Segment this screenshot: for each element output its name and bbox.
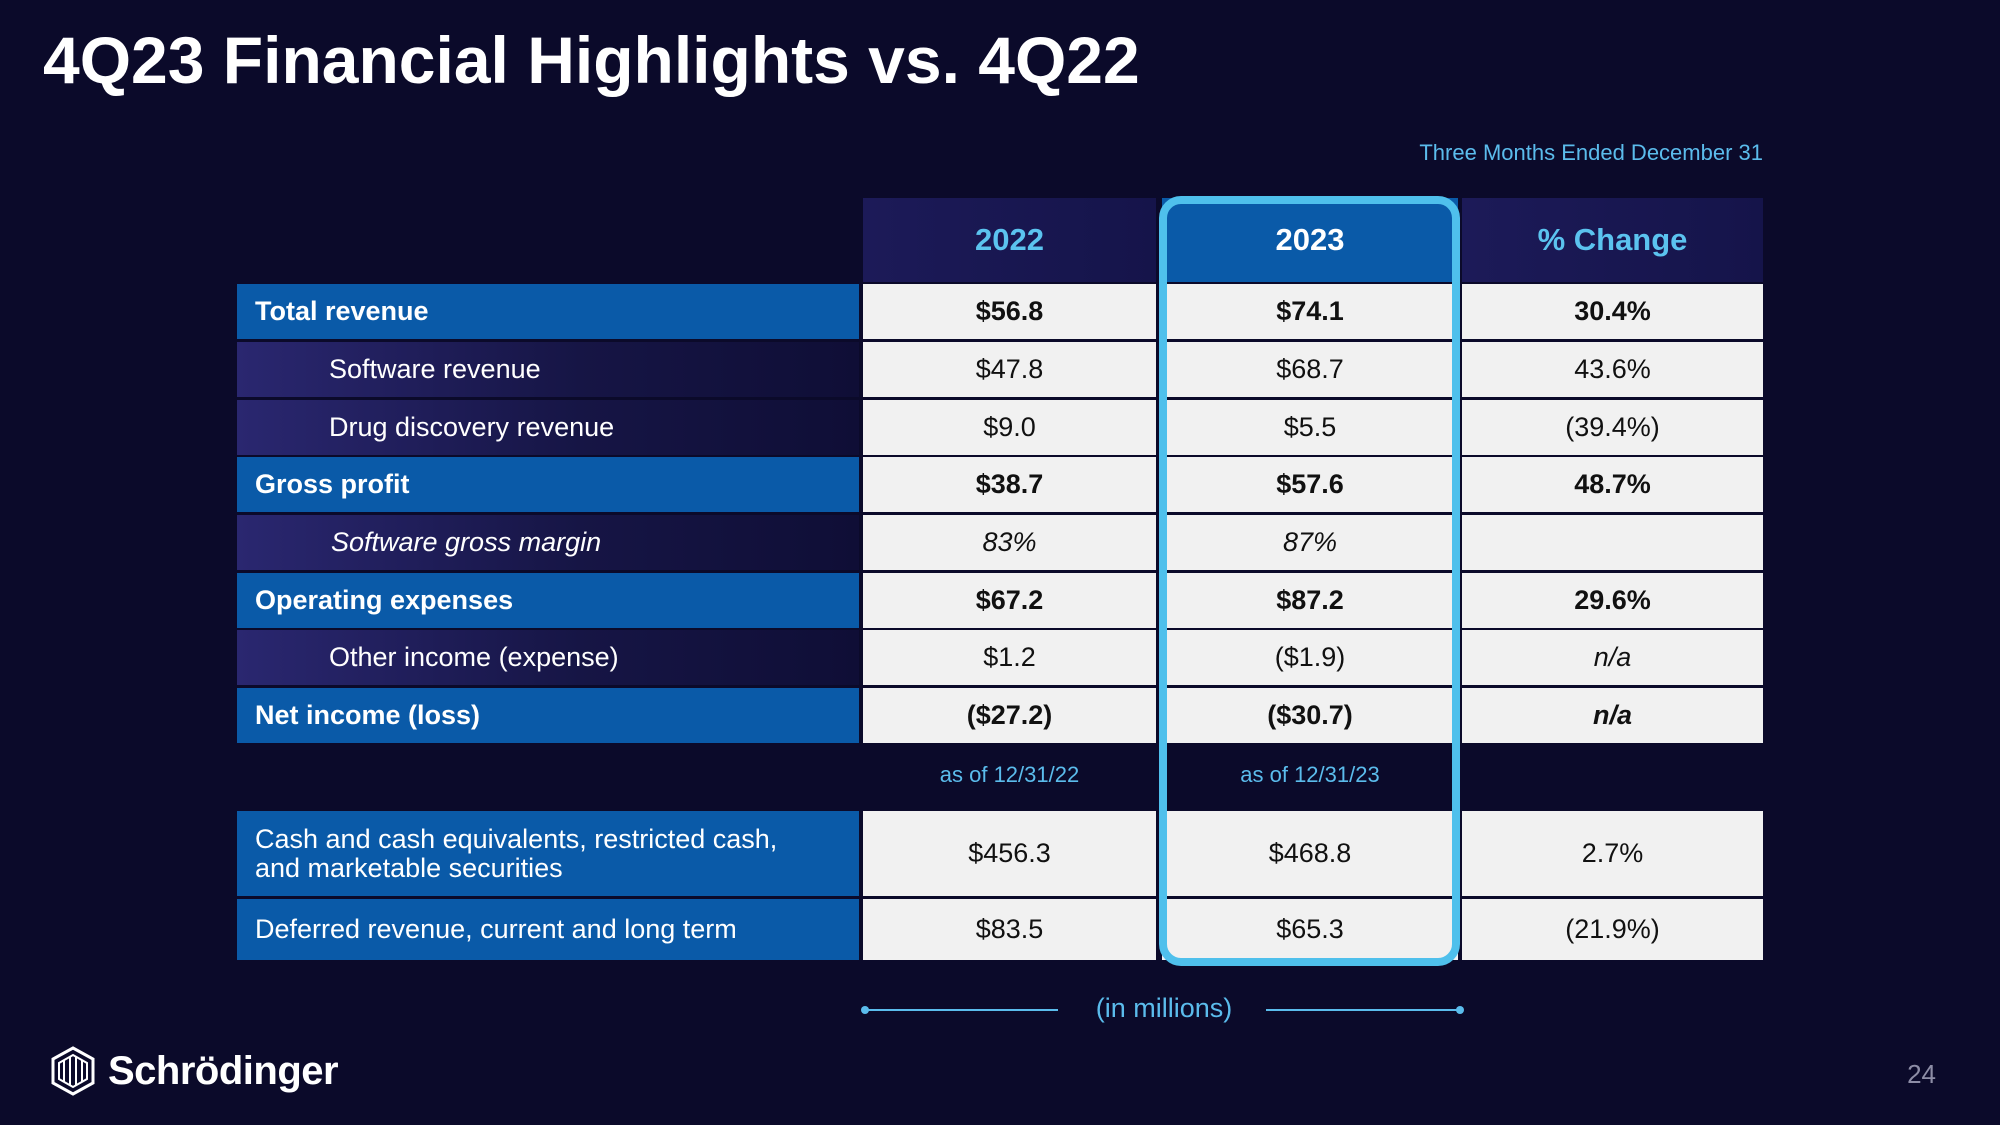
cell-change: 29.6% <box>1462 573 1763 628</box>
column-header-2022: 2022 <box>863 198 1156 282</box>
cell-2023: $74.1 <box>1162 284 1458 339</box>
cell-change: 43.6% <box>1462 342 1763 397</box>
cell-2023: $57.6 <box>1162 457 1458 512</box>
schrodinger-logo-icon <box>50 1046 96 1096</box>
table-row-software-revenue: Software revenue $47.8 $68.7 43.6% <box>237 342 1763 397</box>
cell-2022: $83.5 <box>863 899 1156 960</box>
cell-2022: $9.0 <box>863 400 1156 455</box>
cell-2023: $468.8 <box>1162 811 1458 896</box>
column-header-2023: 2023 <box>1162 198 1458 282</box>
cell-2022: $38.7 <box>863 457 1156 512</box>
slide-title: 4Q23 Financial Highlights vs. 4Q22 <box>43 22 1140 98</box>
cell-2022: 83% <box>863 515 1156 570</box>
row-label-line2: and marketable securities <box>255 854 777 883</box>
cell-2023: $5.5 <box>1162 400 1458 455</box>
table-row-cash: Cash and cash equivalents, restricted ca… <box>237 811 1763 896</box>
units-line-right <box>1266 1009 1460 1011</box>
table-row-net-income: Net income (loss) ($27.2) ($30.7) n/a <box>237 688 1763 743</box>
table-row-other-income: Other income (expense) $1.2 ($1.9) n/a <box>237 630 1763 685</box>
cell-change: n/a <box>1462 630 1763 685</box>
logo-text: Schrödinger <box>108 1049 338 1094</box>
period-label: Three Months Ended December 31 <box>1419 140 1763 166</box>
row-label: Cash and cash equivalents, restricted ca… <box>237 811 859 896</box>
cell-change <box>1462 515 1763 570</box>
page-number: 24 <box>1907 1059 1936 1090</box>
cell-change: (39.4%) <box>1462 400 1763 455</box>
cell-2023: 87% <box>1162 515 1458 570</box>
row-label: Deferred revenue, current and long term <box>237 899 859 960</box>
row-label: Gross profit <box>237 457 859 512</box>
cell-2022: $56.8 <box>863 284 1156 339</box>
cell-change: 48.7% <box>1462 457 1763 512</box>
cell-change: 30.4% <box>1462 284 1763 339</box>
units-note: (in millions) <box>1056 993 1272 1024</box>
row-label: Operating expenses <box>237 573 859 628</box>
row-label: Software revenue <box>237 342 859 397</box>
cell-2022: $456.3 <box>863 811 1156 896</box>
table-row-total-revenue: Total revenue $56.8 $74.1 30.4% <box>237 284 1763 339</box>
row-label: Total revenue <box>237 284 859 339</box>
cell-2023: $68.7 <box>1162 342 1458 397</box>
cell-change: n/a <box>1462 688 1763 743</box>
cell-change: 2.7% <box>1462 811 1763 896</box>
cell-2023: $87.2 <box>1162 573 1458 628</box>
row-label: Other income (expense) <box>237 630 859 685</box>
table-row-operating-expenses: Operating expenses $67.2 $87.2 29.6% <box>237 573 1763 628</box>
table-row-deferred-revenue: Deferred revenue, current and long term … <box>237 899 1763 960</box>
column-header-change: % Change <box>1462 198 1763 282</box>
units-line-left <box>865 1009 1058 1011</box>
table-row-drug-discovery-revenue: Drug discovery revenue $9.0 $5.5 (39.4%) <box>237 400 1763 455</box>
units-line-right-dot <box>1456 1006 1464 1014</box>
row-label: Net income (loss) <box>237 688 859 743</box>
as-of-2023: as of 12/31/23 <box>1162 762 1458 788</box>
cell-2023: ($30.7) <box>1162 688 1458 743</box>
cell-2022: ($27.2) <box>863 688 1156 743</box>
table-row-software-gross-margin: Software gross margin 83% 87% <box>237 515 1763 570</box>
row-label: Software gross margin <box>237 515 859 570</box>
cell-change: (21.9%) <box>1462 899 1763 960</box>
as-of-2022: as of 12/31/22 <box>863 762 1156 788</box>
cell-2022: $1.2 <box>863 630 1156 685</box>
cell-2023: ($1.9) <box>1162 630 1458 685</box>
cell-2023: $65.3 <box>1162 899 1458 960</box>
row-label: Drug discovery revenue <box>237 400 859 455</box>
cell-2022: $67.2 <box>863 573 1156 628</box>
row-label-line1: Cash and cash equivalents, restricted ca… <box>255 825 777 854</box>
company-logo: Schrödinger <box>50 1046 338 1096</box>
cell-2022: $47.8 <box>863 342 1156 397</box>
table-row-gross-profit: Gross profit $38.7 $57.6 48.7% <box>237 457 1763 512</box>
